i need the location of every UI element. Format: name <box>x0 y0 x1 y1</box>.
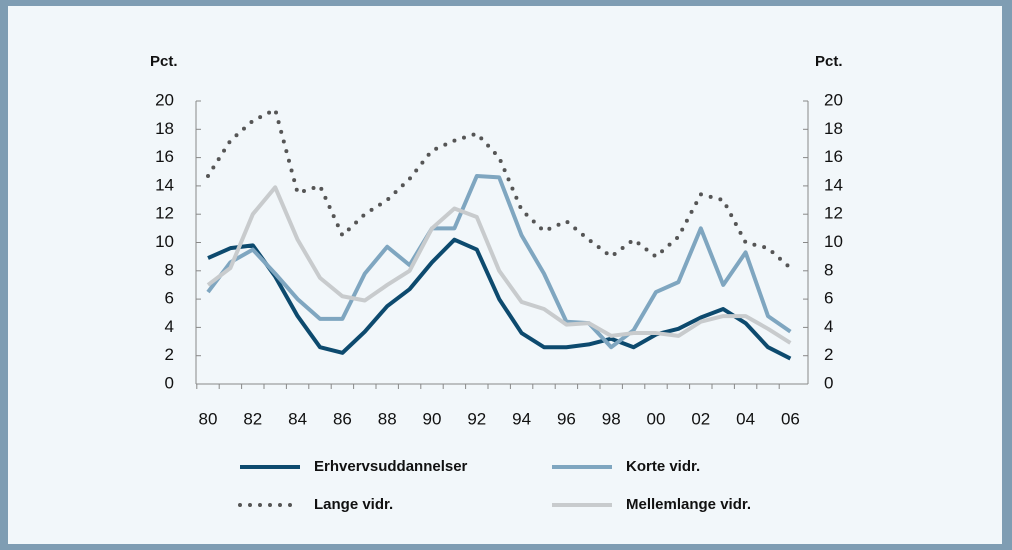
panel <box>8 6 1002 544</box>
y-axis-label: Pct. <box>150 53 178 70</box>
y-tick-label: 0 <box>165 373 174 392</box>
series-line <box>206 173 792 350</box>
legend-label: Korte vidr. <box>626 458 700 475</box>
legend-label: Lange vidr. <box>314 496 393 513</box>
y2-tick-label: 2 <box>824 345 833 364</box>
y-tick-label: 12 <box>155 204 174 223</box>
series-line <box>207 237 792 361</box>
y-tick-label: 6 <box>165 289 174 308</box>
y2-tick-label: 12 <box>824 204 843 223</box>
y2-tick-label: 6 <box>824 289 833 308</box>
y2-axis-label: Pct. <box>815 53 843 70</box>
y2-tick-label: 14 <box>824 175 843 194</box>
x-tick-label: 80 <box>199 409 218 428</box>
x-tick-label: 86 <box>333 409 352 428</box>
x-tick-label: 94 <box>512 409 531 428</box>
x-tick-label: 90 <box>423 409 442 428</box>
series-line <box>206 106 793 270</box>
y2-tick-label: 4 <box>824 317 833 336</box>
legend-label: Mellemlange vidr. <box>626 496 751 513</box>
y-tick-label: 8 <box>165 260 174 279</box>
y-tick-label: 16 <box>155 147 174 166</box>
y2-tick-label: 8 <box>824 260 833 279</box>
y-tick-label: 14 <box>155 175 174 194</box>
y2-tick-label: 0 <box>824 373 833 392</box>
x-tick-label: 92 <box>467 409 486 428</box>
x-tick-label: 96 <box>557 409 576 428</box>
y-tick-label: 4 <box>165 317 174 336</box>
x-tick-label: 02 <box>691 409 710 428</box>
x-tick-label: 88 <box>378 409 397 428</box>
x-tick-label: 84 <box>288 409 307 428</box>
series-line <box>206 185 792 345</box>
x-tick-label: 00 <box>647 409 666 428</box>
y2-tick-label: 20 <box>824 90 843 109</box>
y2-tick-label: 10 <box>824 232 843 251</box>
x-tick-label: 06 <box>781 409 800 428</box>
x-tick-label: 82 <box>243 409 262 428</box>
y2-tick-label: 18 <box>824 119 843 138</box>
y-tick-label: 10 <box>155 232 174 251</box>
y-tick-label: 18 <box>155 119 174 138</box>
legend-label: Erhvervsuddannelser <box>314 458 468 475</box>
y-tick-label: 2 <box>165 345 174 364</box>
y2-tick-label: 16 <box>824 147 843 166</box>
y-tick-label: 20 <box>155 90 174 109</box>
x-tick-label: 98 <box>602 409 621 428</box>
x-tick-label: 04 <box>736 409 755 428</box>
